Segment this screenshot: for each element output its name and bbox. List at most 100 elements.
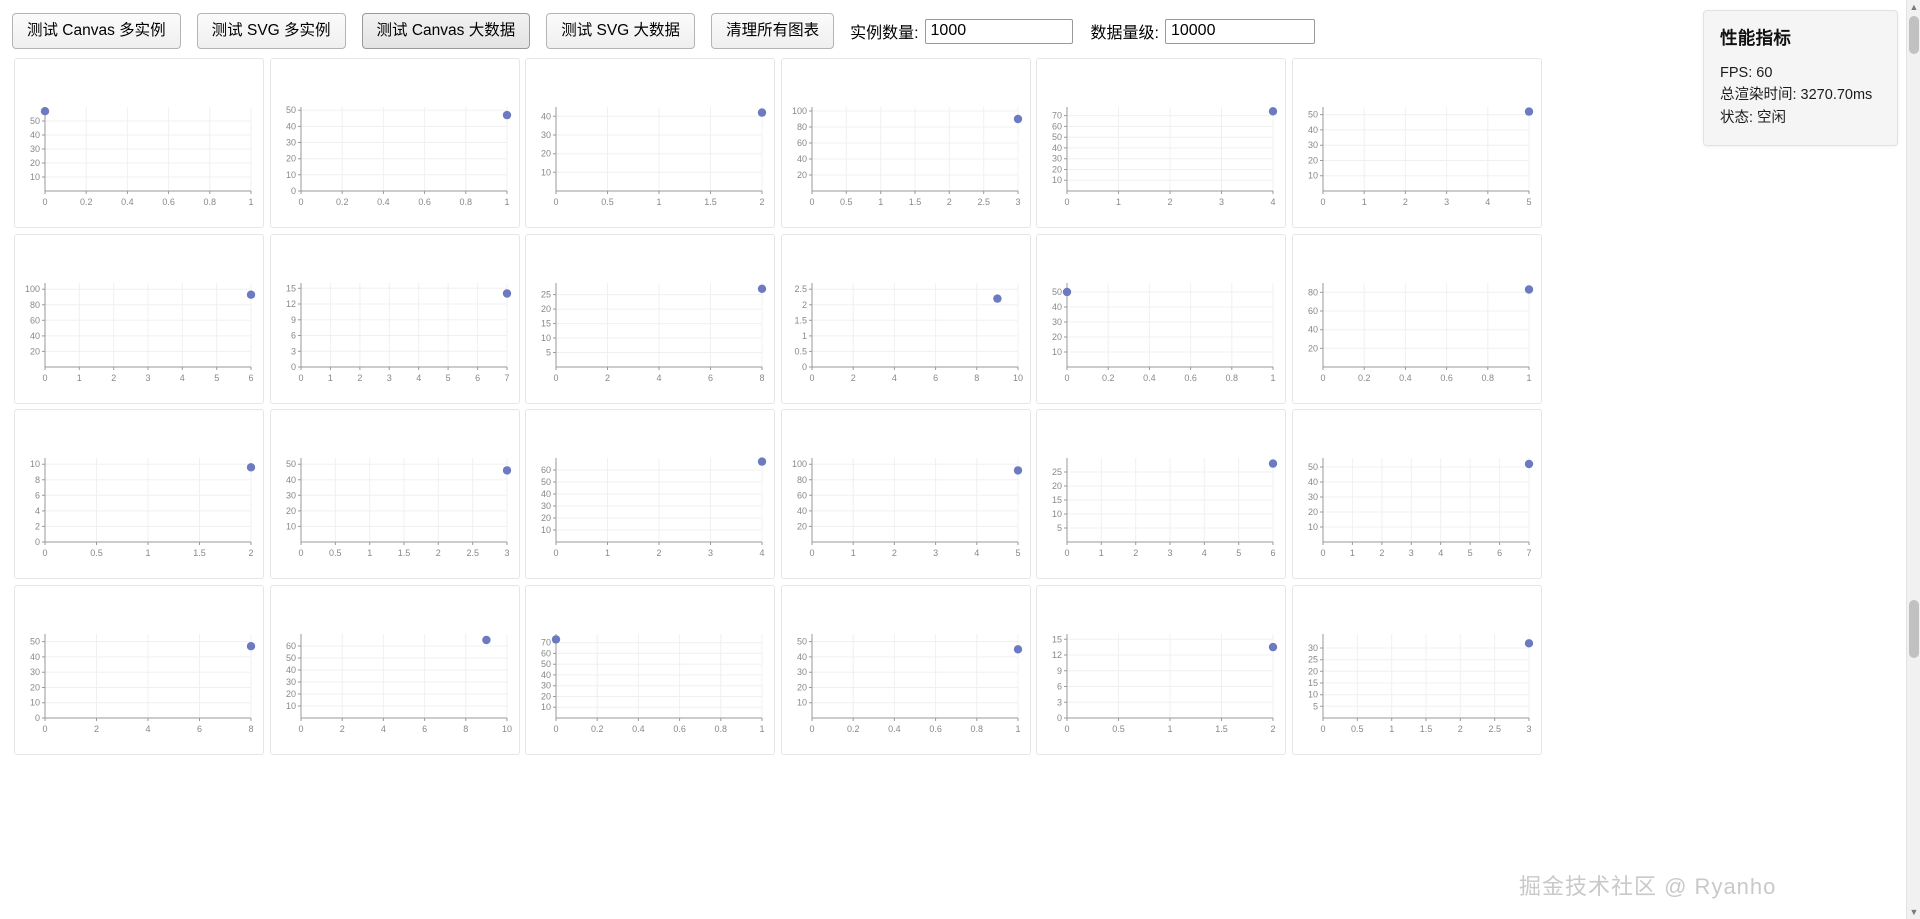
svg-text:60: 60 [1307, 306, 1317, 316]
chart-cell[interactable]: 10 20 30 40 50 0 1 2 3 4 5 [1291, 58, 1542, 228]
svg-text:2: 2 [111, 373, 116, 383]
svg-text:30: 30 [541, 680, 551, 690]
svg-text:5: 5 [1312, 701, 1317, 711]
chart-cell[interactable]: 10 20 30 40 50 0 0.2 0.4 0.6 0.8 1 [1036, 233, 1286, 404]
data-point [1524, 284, 1533, 294]
svg-text:6: 6 [248, 373, 253, 383]
svg-text:40: 40 [30, 130, 40, 140]
svg-text:9: 9 [290, 314, 295, 324]
chart-cell[interactable]: 10 20 30 40 50 60 70 0 1 2 3 4 [1036, 58, 1286, 228]
chart-cell[interactable]: 20 40 60 80 100 0 1 2 3 4 5 [780, 409, 1031, 579]
svg-text:40: 40 [1052, 302, 1062, 312]
page-scrollbar[interactable]: ▲ ▼ [1906, 0, 1920, 919]
svg-text:0: 0 [1320, 724, 1325, 734]
svg-text:4: 4 [1270, 197, 1275, 207]
scrollbar-thumb-secondary[interactable] [1909, 600, 1919, 658]
svg-text:30: 30 [541, 130, 551, 140]
chart-grid: 10 20 30 40 50 0 0.2 0.4 0.6 0.8 1 0 10 20 30 40 50 0 0.2 0… [14, 58, 1892, 755]
chart-cell[interactable]: 10 20 30 40 50 0 0.5 1 1.5 2 2.5 3 [269, 409, 520, 579]
svg-text:20: 20 [285, 689, 295, 699]
chart-cell[interactable]: 0 2 4 6 8 10 0 0.5 1 1.5 2 [14, 409, 264, 579]
chart-cell[interactable]: 10 20 30 40 50 60 0 1 2 3 4 [525, 409, 775, 579]
svg-text:2: 2 [759, 197, 764, 207]
chart-cell[interactable]: 0 10 20 30 40 50 0 0.2 0.4 0.6 0.8 1 [269, 58, 520, 228]
svg-text:2: 2 [1133, 548, 1138, 558]
scroll-down-arrow-icon[interactable]: ▼ [1909, 907, 1919, 917]
svg-text:0.6: 0.6 [162, 197, 175, 207]
chart-cell[interactable]: 20 40 60 80 100 0 1 2 3 4 5 6 [14, 233, 264, 404]
data-level-input[interactable] [1164, 18, 1315, 44]
chart-cell[interactable]: 10 20 30 40 50 60 0 2 4 6 8 10 [269, 584, 520, 755]
svg-text:10: 10 [1307, 522, 1317, 532]
chart-cell[interactable]: 5 10 15 20 25 0 2 4 6 8 [525, 233, 775, 404]
scroll-up-arrow-icon[interactable]: ▲ [1909, 2, 1919, 12]
svg-text:20: 20 [1052, 332, 1062, 342]
chart-cell[interactable]: 0 10 20 30 40 50 0 2 4 6 8 [14, 584, 264, 755]
svg-text:40: 40 [30, 330, 40, 340]
svg-text:50: 50 [285, 459, 295, 469]
test-canvas-multi-instance-button[interactable]: 测试 Canvas 多实例 [12, 12, 181, 50]
svg-text:2: 2 [435, 548, 440, 558]
svg-text:5: 5 [1467, 548, 1472, 558]
svg-text:1: 1 [801, 330, 806, 340]
chart-cell[interactable]: 20 40 60 80 100 0 0.5 1 1.5 2 2.5 3 [780, 58, 1031, 228]
svg-text:50: 50 [541, 477, 551, 487]
chart-cell[interactable]: 20 40 60 80 0 0.2 0.4 0.6 0.8 1 [1291, 233, 1542, 404]
svg-text:3: 3 [1167, 548, 1172, 558]
svg-text:10: 10 [1052, 347, 1062, 357]
svg-text:25: 25 [1307, 654, 1317, 664]
svg-text:1: 1 [77, 373, 82, 383]
svg-text:6: 6 [475, 373, 480, 383]
svg-text:20: 20 [1307, 507, 1317, 517]
test-svg-multi-instance-button[interactable]: 测试 SVG 多实例 [196, 12, 346, 50]
svg-text:8: 8 [463, 724, 468, 734]
chart-cell[interactable]: 10 20 30 40 50 0 1 2 3 4 5 6 7 [1291, 409, 1542, 579]
data-point [757, 457, 767, 466]
data-level-label: 数据量级: [1090, 25, 1159, 42]
svg-text:0: 0 [35, 713, 40, 723]
svg-text:20: 20 [1052, 481, 1062, 491]
chart-cell[interactable]: 10 20 30 40 50 0 0.2 0.4 0.6 0.8 1 [780, 584, 1031, 755]
svg-text:0: 0 [35, 537, 40, 547]
scrollbar-thumb[interactable] [1909, 16, 1919, 54]
svg-text:1.5: 1.5 [193, 548, 206, 558]
test-svg-bigdata-button[interactable]: 测试 SVG 大数据 [546, 12, 696, 50]
chart-cell[interactable]: 10 20 30 40 50 60 70 0 0.2 0.4 0.6 0.8 1 [525, 584, 775, 755]
chart-cell[interactable]: 5 10 15 20 25 0 1 2 3 4 5 6 [1036, 409, 1286, 579]
svg-text:0.5: 0.5 [90, 548, 103, 558]
svg-text:50: 50 [1052, 132, 1062, 142]
svg-text:2: 2 [357, 373, 362, 383]
svg-text:15: 15 [1052, 634, 1062, 644]
svg-text:2: 2 [1457, 724, 1462, 734]
svg-text:15: 15 [1307, 678, 1317, 688]
chart-cell[interactable]: 0 3 6 9 12 15 0 0.5 1 1.5 2 [1036, 584, 1286, 755]
svg-text:0: 0 [553, 373, 558, 383]
svg-text:0: 0 [42, 548, 47, 558]
svg-text:3: 3 [1444, 197, 1449, 207]
svg-text:0.5: 0.5 [601, 197, 614, 207]
clear-all-charts-button[interactable]: 清理所有图表 [711, 12, 835, 50]
svg-text:50: 50 [30, 636, 40, 646]
svg-text:15: 15 [541, 318, 551, 328]
chart-cell[interactable]: 0 0.5 1 1.5 2 2.5 0 2 4 6 8 10 [780, 233, 1031, 404]
instance-count-input[interactable] [924, 18, 1073, 44]
chart-cell[interactable]: 10 20 30 40 0 0.5 1 1.5 2 [525, 58, 775, 228]
chart-cell[interactable]: 0 3 6 9 12 15 0 1 2 3 4 5 6 7 [269, 233, 520, 404]
svg-text:20: 20 [1052, 165, 1062, 175]
svg-text:3: 3 [1015, 197, 1020, 207]
svg-text:10: 10 [501, 724, 511, 734]
test-canvas-bigdata-button[interactable]: 测试 Canvas 大数据 [361, 12, 531, 50]
svg-text:40: 40 [1307, 125, 1317, 135]
svg-text:20: 20 [541, 149, 551, 159]
svg-text:0.6: 0.6 [673, 724, 686, 734]
svg-text:10: 10 [1052, 175, 1062, 185]
svg-text:1.5: 1.5 [908, 197, 921, 207]
svg-text:0: 0 [1064, 197, 1069, 207]
svg-text:10: 10 [30, 172, 40, 182]
chart-cell[interactable]: 10 20 30 40 50 0 0.2 0.4 0.6 0.8 1 [14, 58, 264, 228]
chart-cell[interactable]: 5 10 15 20 25 30 0 0.5 1 1.5 2 2.5 3 [1291, 584, 1542, 755]
svg-text:1: 1 [145, 548, 150, 558]
svg-text:1: 1 [1270, 373, 1275, 383]
svg-text:1.5: 1.5 [794, 315, 807, 325]
